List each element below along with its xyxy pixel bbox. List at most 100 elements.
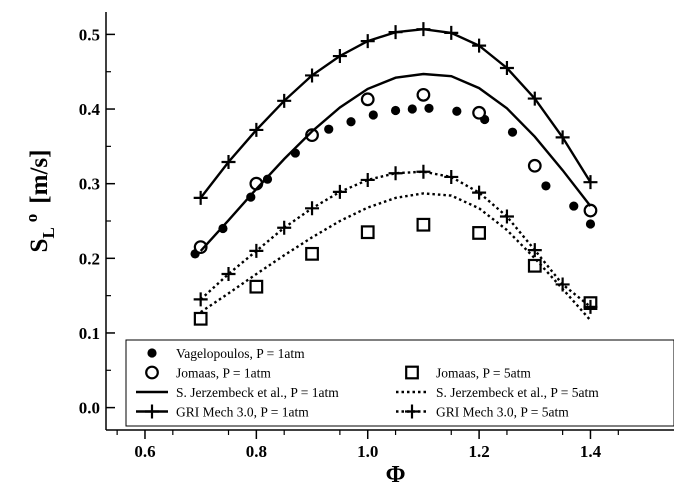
data-point [555, 277, 570, 292]
data-point [585, 219, 596, 229]
data-point [416, 87, 431, 102]
y-tick-label: 0.4 [79, 100, 101, 119]
data-point [472, 38, 487, 53]
legend-label: S. Jerzembeck et al., P = 1atm [176, 385, 339, 400]
legend-label: S. Jerzembeck et al., P = 5atm [436, 385, 599, 400]
legend-label: Vagelopoulos, P = 1atm [176, 346, 305, 361]
data-point [277, 220, 292, 235]
data-point [249, 279, 264, 294]
data-point [507, 127, 518, 137]
data-point [583, 299, 598, 314]
data-point [193, 240, 208, 255]
data-point [360, 34, 375, 49]
data-point [390, 105, 401, 116]
data-point [360, 92, 375, 107]
legend-entry: S. Jerzembeck et al., P = 5atm [396, 385, 599, 400]
data-point [527, 258, 542, 273]
data-point [147, 348, 157, 358]
data-point [145, 365, 159, 380]
series-5 [193, 22, 598, 205]
data-point [472, 185, 487, 200]
data-point [444, 169, 459, 184]
series-3 [199, 72, 592, 252]
data-point [472, 226, 486, 240]
data-point [388, 166, 403, 181]
legend-entry: Vagelopoulos, P = 1atm [147, 346, 305, 361]
data-point [583, 175, 598, 190]
data-point [407, 104, 417, 114]
data-point [221, 266, 236, 281]
legend: Vagelopoulos, P = 1atm Jomaas, P = 1atm Jo… [125, 339, 674, 427]
data-point [221, 155, 236, 170]
data-point [452, 106, 462, 116]
y-tick-label: 0.5 [79, 25, 100, 44]
series-layer [190, 22, 598, 326]
x-tick-label: 0.6 [134, 442, 155, 461]
series-line [199, 72, 592, 252]
data-point [193, 311, 208, 326]
data-point [388, 25, 403, 40]
data-point [305, 201, 320, 216]
data-point [360, 172, 375, 187]
data-point [305, 246, 319, 261]
data-point [249, 243, 264, 258]
y-tick-label: 0.1 [79, 324, 100, 343]
data-point [527, 158, 542, 173]
series-1 [193, 87, 598, 255]
data-point [305, 128, 319, 143]
x-axis-title: Φ [386, 462, 406, 486]
legend-entry: Jomaas, P = 5atm [405, 365, 531, 381]
data-point [527, 243, 542, 258]
legend-box [125, 339, 674, 427]
data-point [277, 93, 292, 108]
x-tick-label: 1.4 [580, 442, 602, 461]
data-point [424, 103, 434, 113]
y-axis-title: SLo[m/s] [22, 150, 58, 253]
data-point [360, 225, 375, 240]
series-4 [200, 192, 592, 322]
data-point [305, 68, 320, 83]
legend-entry: GRI Mech 3.0, P = 5atm [396, 404, 569, 420]
legend-label: GRI Mech 3.0, P = 5atm [436, 405, 569, 420]
data-point [583, 203, 598, 218]
data-point [569, 201, 579, 211]
data-point [555, 130, 570, 145]
data-point [444, 25, 459, 40]
legend-entry: GRI Mech 3.0, P = 1atm [136, 404, 309, 420]
data-point [416, 164, 431, 179]
data-point [541, 181, 551, 191]
data-point [145, 404, 159, 419]
legend-entry: S. Jerzembeck et al., P = 1atm [136, 385, 339, 400]
legend-label: GRI Mech 3.0, P = 1atm [176, 405, 309, 420]
x-tick-label: 1.2 [468, 442, 489, 461]
data-point [193, 292, 208, 307]
data-point [405, 365, 419, 380]
legend-label: Jomaas, P = 1atm [176, 366, 271, 381]
y-tick-label: 0.0 [79, 399, 100, 418]
data-point [193, 190, 208, 205]
data-point [324, 124, 334, 134]
legend-label: Jomaas, P = 5atm [436, 366, 531, 381]
data-point [218, 223, 228, 234]
y-tick-label: 0.3 [79, 175, 100, 194]
data-point [332, 184, 347, 199]
data-point [262, 174, 273, 184]
x-tick-label: 1.0 [357, 442, 378, 461]
data-point [472, 105, 486, 120]
data-point [368, 110, 378, 120]
data-point [499, 60, 514, 75]
series-6 [193, 164, 598, 314]
data-point [332, 49, 347, 64]
y-tick-label: 0.2 [79, 249, 100, 268]
data-point [249, 122, 264, 137]
series-2 [193, 217, 598, 326]
data-point [527, 91, 542, 106]
axes-layer: 0.0 0.1 0.2 0.3 0.4 0.5 0.6 0.8 1.0 1.2 1.4 Φ SLo[m/… [22, 12, 674, 488]
data-point [499, 209, 514, 224]
legend-entry: Jomaas, P = 1atm [145, 365, 271, 381]
series-line [200, 192, 592, 322]
x-tick-label: 0.8 [246, 442, 267, 461]
data-point [416, 217, 431, 232]
